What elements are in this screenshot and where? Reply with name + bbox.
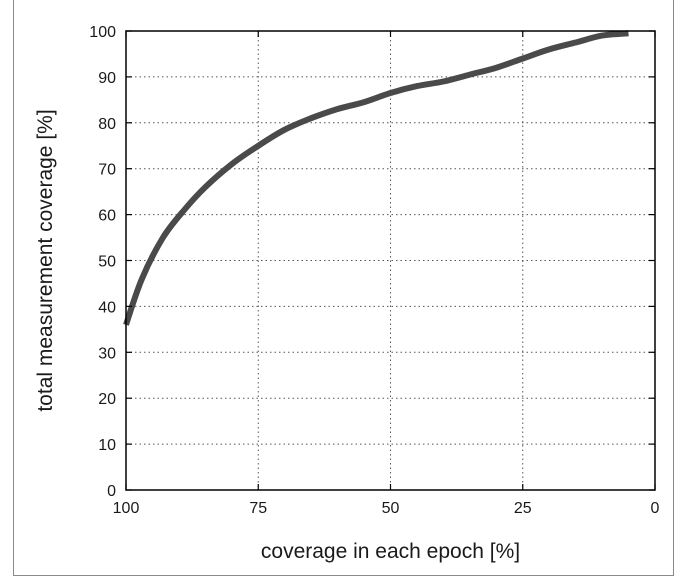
y-tick-label: 60 xyxy=(98,208,116,225)
figure-frame xyxy=(13,0,674,576)
line-layer xyxy=(123,30,629,326)
x-tick-label: 100 xyxy=(113,500,140,517)
y-tick-label: 0 xyxy=(107,483,116,500)
tick-layer: 0 10 20 30 40 50 60 70 80 90 100 100 75 50 25 0 xyxy=(89,24,659,517)
y-tick-label: 20 xyxy=(98,391,116,408)
y-tick-label: 40 xyxy=(98,299,116,316)
data-series-line xyxy=(123,30,629,326)
grid-layer xyxy=(126,31,655,490)
y-tick-label: 70 xyxy=(98,162,116,179)
x-tick-label: 50 xyxy=(382,500,400,517)
y-axis-label: total measurement coverage [%] xyxy=(34,109,57,411)
y-tick-label: 100 xyxy=(89,24,116,41)
y-tick-label: 50 xyxy=(98,254,116,271)
y-tick-label: 10 xyxy=(98,437,116,454)
x-tick-label: 25 xyxy=(514,500,532,517)
x-tick-label: 75 xyxy=(249,500,267,517)
x-tick-label: 0 xyxy=(651,500,660,517)
y-tick-label: 30 xyxy=(98,345,116,362)
y-tick-label: 90 xyxy=(98,70,116,87)
x-axis-label: coverage in each epoch [%] xyxy=(261,540,520,563)
y-tick-label: 80 xyxy=(98,116,116,133)
